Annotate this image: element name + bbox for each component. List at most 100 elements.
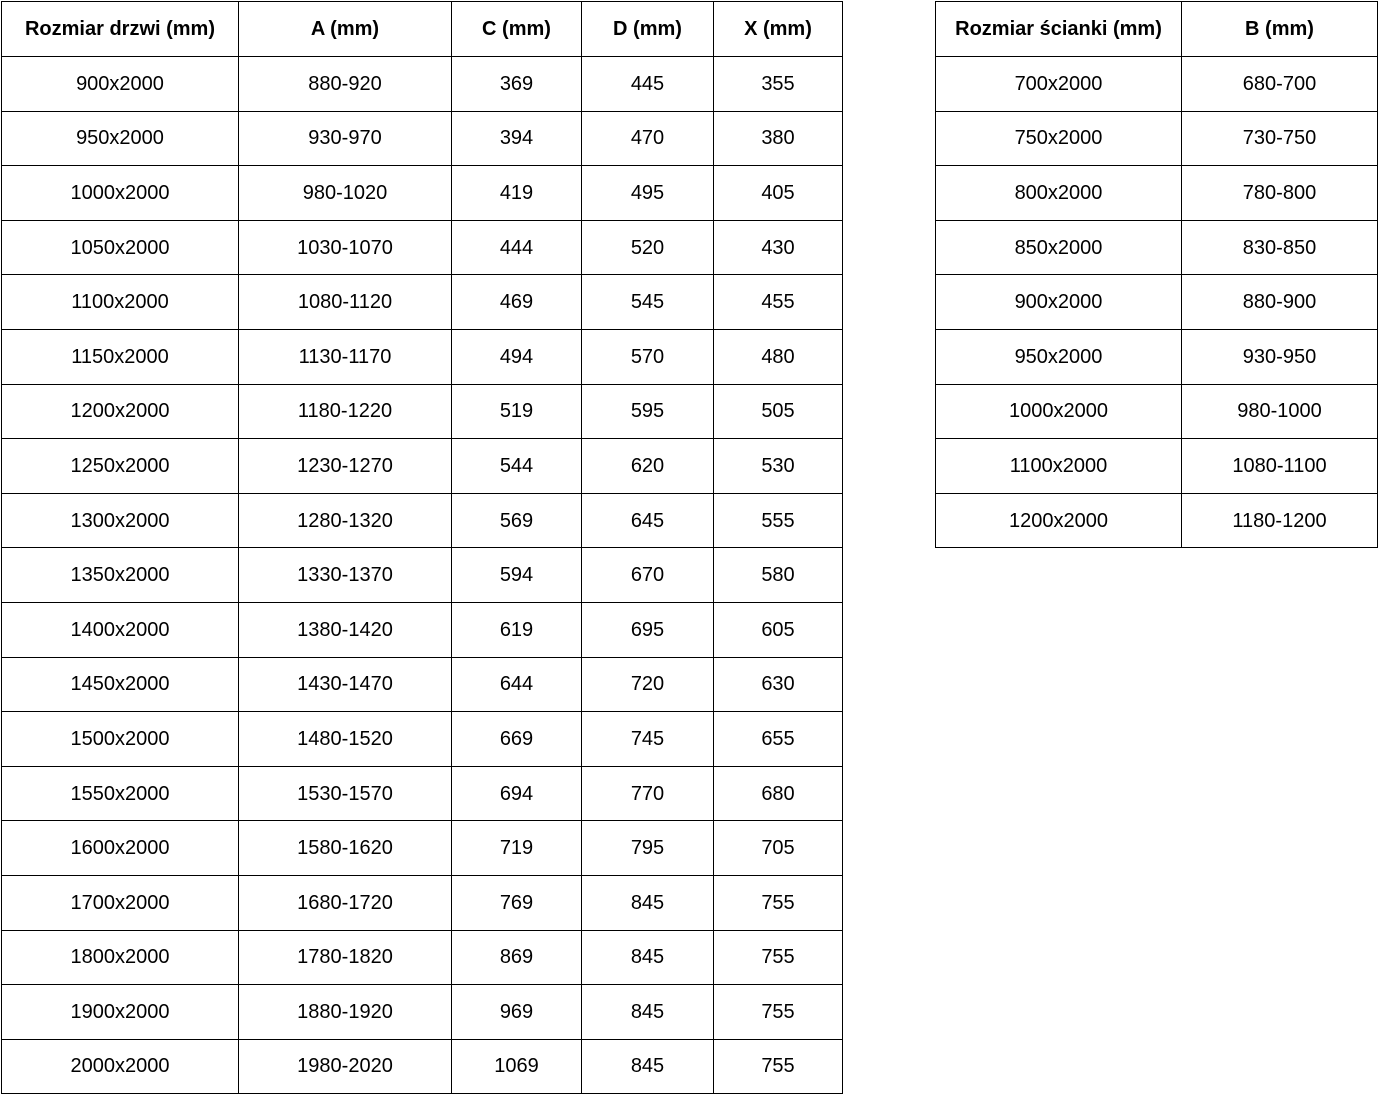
table-row: 1100x2000 1080-1100 [935, 438, 1378, 494]
column-header-x: X (mm) [713, 1, 843, 57]
cell-b: 880-900 [1181, 274, 1378, 330]
cell-c: 544 [451, 438, 582, 494]
cell-c: 519 [451, 383, 582, 440]
cell-door-size: 2000x2000 [1, 1038, 239, 1094]
table-header-row: Rozmiar ścianki (mm) B (mm) [935, 1, 1378, 57]
cell-wall-size: 1200x2000 [935, 492, 1182, 549]
table-row: 800x2000 780-800 [935, 165, 1378, 221]
cell-door-size: 1300x2000 [1, 492, 239, 549]
table-row: 1600x2000 1580-1620 719 795 705 [1, 820, 843, 876]
table-row: 1550x2000 1530-1570 694 770 680 [1, 765, 843, 822]
cell-c: 969 [451, 984, 582, 1040]
door-table-head: Rozmiar drzwi (mm) A (mm) C (mm) D (mm) … [1, 1, 843, 57]
cell-d: 570 [581, 328, 714, 385]
table-row: 1800x2000 1780-1820 869 845 755 [1, 929, 843, 986]
cell-door-size: 1800x2000 [1, 929, 239, 986]
table-row: 950x2000 930-950 [935, 328, 1378, 385]
table-row: 1300x2000 1280-1320 569 645 555 [1, 492, 843, 549]
cell-a: 1580-1620 [238, 820, 452, 876]
cell-door-size: 1500x2000 [1, 711, 239, 767]
table-row: 1000x2000 980-1020 419 495 405 [1, 165, 843, 221]
cell-c: 594 [451, 547, 582, 603]
cell-a: 1480-1520 [238, 711, 452, 767]
cell-c: 1069 [451, 1038, 582, 1094]
cell-c: 494 [451, 328, 582, 385]
cell-wall-size: 950x2000 [935, 328, 1182, 385]
cell-b: 780-800 [1181, 165, 1378, 221]
cell-d: 520 [581, 219, 714, 276]
table-row: 700x2000 680-700 [935, 56, 1378, 112]
cell-door-size: 1100x2000 [1, 274, 239, 330]
cell-a: 1980-2020 [238, 1038, 452, 1094]
cell-door-size: 1150x2000 [1, 328, 239, 385]
cell-a: 1380-1420 [238, 601, 452, 658]
cell-wall-size: 900x2000 [935, 274, 1182, 330]
table-row: 950x2000 930-970 394 470 380 [1, 110, 843, 167]
table-row: 1400x2000 1380-1420 619 695 605 [1, 601, 843, 658]
cell-x: 755 [713, 874, 843, 931]
cell-d: 545 [581, 274, 714, 330]
table-row: 1700x2000 1680-1720 769 845 755 [1, 874, 843, 931]
cell-door-size: 1050x2000 [1, 219, 239, 276]
column-header-b: B (mm) [1181, 1, 1378, 57]
cell-a: 1780-1820 [238, 929, 452, 986]
cell-door-size: 1350x2000 [1, 547, 239, 603]
cell-a: 930-970 [238, 110, 452, 167]
cell-wall-size: 1000x2000 [935, 383, 1182, 440]
wall-table-head: Rozmiar ścianki (mm) B (mm) [935, 1, 1378, 57]
cell-x: 555 [713, 492, 843, 549]
cell-d: 645 [581, 492, 714, 549]
cell-x: 430 [713, 219, 843, 276]
table-row: 1500x2000 1480-1520 669 745 655 [1, 711, 843, 767]
column-header-d: D (mm) [581, 1, 714, 57]
cell-door-size: 1550x2000 [1, 765, 239, 822]
cell-a: 1330-1370 [238, 547, 452, 603]
cell-door-size: 1450x2000 [1, 656, 239, 713]
cell-wall-size: 700x2000 [935, 56, 1182, 112]
cell-c: 644 [451, 656, 582, 713]
cell-x: 480 [713, 328, 843, 385]
cell-a: 1030-1070 [238, 219, 452, 276]
cell-door-size: 900x2000 [1, 56, 239, 112]
table-row: 1150x2000 1130-1170 494 570 480 [1, 328, 843, 385]
cell-door-size: 1200x2000 [1, 383, 239, 440]
cell-a: 880-920 [238, 56, 452, 112]
cell-a: 1280-1320 [238, 492, 452, 549]
cell-b: 1180-1200 [1181, 492, 1378, 549]
table-row: 2000x2000 1980-2020 1069 845 755 [1, 1038, 843, 1094]
cell-a: 1180-1220 [238, 383, 452, 440]
column-header-wall-size: Rozmiar ścianki (mm) [935, 1, 1182, 57]
table-header-row: Rozmiar drzwi (mm) A (mm) C (mm) D (mm) … [1, 1, 843, 57]
cell-a: 1880-1920 [238, 984, 452, 1040]
column-header-a: A (mm) [238, 1, 452, 57]
cell-a: 980-1020 [238, 165, 452, 221]
cell-c: 419 [451, 165, 582, 221]
cell-door-size: 1600x2000 [1, 820, 239, 876]
cell-d: 695 [581, 601, 714, 658]
cell-a: 1430-1470 [238, 656, 452, 713]
cell-a: 1530-1570 [238, 765, 452, 822]
cell-x: 630 [713, 656, 843, 713]
cell-x: 680 [713, 765, 843, 822]
cell-d: 495 [581, 165, 714, 221]
cell-x: 755 [713, 929, 843, 986]
cell-wall-size: 750x2000 [935, 110, 1182, 167]
cell-x: 705 [713, 820, 843, 876]
cell-d: 845 [581, 874, 714, 931]
cell-c: 769 [451, 874, 582, 931]
table-row: 900x2000 880-900 [935, 274, 1378, 330]
cell-x: 755 [713, 1038, 843, 1094]
table-row: 900x2000 880-920 369 445 355 [1, 56, 843, 112]
cell-d: 620 [581, 438, 714, 494]
cell-a: 1680-1720 [238, 874, 452, 931]
cell-x: 355 [713, 56, 843, 112]
cell-door-size: 1900x2000 [1, 984, 239, 1040]
cell-c: 569 [451, 492, 582, 549]
cell-b: 930-950 [1181, 328, 1378, 385]
cell-c: 444 [451, 219, 582, 276]
table-row: 750x2000 730-750 [935, 110, 1378, 167]
cell-x: 605 [713, 601, 843, 658]
table-row: 1100x2000 1080-1120 469 545 455 [1, 274, 843, 330]
cell-x: 655 [713, 711, 843, 767]
